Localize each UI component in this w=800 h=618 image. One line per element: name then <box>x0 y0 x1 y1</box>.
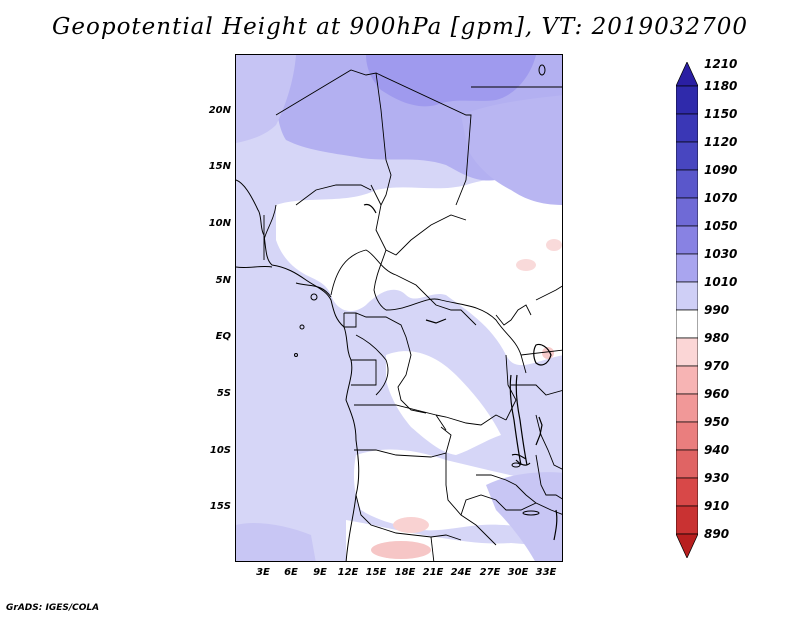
pink-patch-kalahari <box>393 517 429 533</box>
colorbar-swatch <box>676 477 698 507</box>
lat-label-5n: 5N <box>215 275 231 286</box>
coastline-west <box>236 179 360 561</box>
pink-patch-south <box>371 541 431 559</box>
lat-label-eq: EQ <box>215 331 231 342</box>
purple-region-nw <box>236 55 296 143</box>
colorbar-label: 910 <box>704 499 730 513</box>
lat-label-5s: 5S <box>216 388 231 399</box>
colorbar-label: 1210 <box>704 57 738 71</box>
colorbar-swatch <box>676 421 698 451</box>
colorbar-swatch <box>676 365 698 395</box>
colorbar-label: 930 <box>704 471 730 485</box>
purple-region-sahara <box>366 55 536 107</box>
colorbar-swatch <box>676 253 698 283</box>
colorbar-swatch <box>676 393 698 423</box>
colorbar-swatch <box>676 85 698 115</box>
white-region-central <box>276 173 562 365</box>
colorbar <box>676 62 698 558</box>
pink-patch-east <box>516 259 536 271</box>
country-borders <box>263 69 562 561</box>
lon-label-18e: 18E <box>394 567 416 578</box>
grads-credit: GrADS: IGES/COLA <box>6 603 100 613</box>
lat-label-10s: 10S <box>209 445 231 456</box>
map-canvas <box>236 55 562 561</box>
colorbar-label: 990 <box>704 303 730 317</box>
map-panel <box>235 54 563 562</box>
colorbar-label: 1050 <box>704 219 738 233</box>
lon-label-33e: 33E <box>535 567 557 578</box>
lat-label-20n: 20N <box>208 105 231 116</box>
colorbar-swatch <box>676 225 698 255</box>
lon-label-30e: 30E <box>507 567 529 578</box>
lavender-patch-sw <box>236 523 316 561</box>
map-title: Geopotential Height at 900hPa [gpm], VT:… <box>52 14 748 40</box>
lavender-patch-se <box>486 472 562 561</box>
colorbar-top-arrow <box>676 62 698 87</box>
colorbar-swatch <box>676 169 698 199</box>
colorbar-label: 890 <box>704 527 730 541</box>
lat-label-15s: 15S <box>209 501 231 512</box>
colorbar-swatch <box>676 449 698 479</box>
colorbar-label: 980 <box>704 331 730 345</box>
lon-label-27e: 27E <box>479 567 501 578</box>
colorbar-label: 1010 <box>704 275 738 289</box>
colorbar-swatch <box>676 281 698 311</box>
colorbar-label: 1070 <box>704 191 738 205</box>
colorbar-label: 1150 <box>704 107 738 121</box>
lat-label-15n: 15N <box>208 161 231 172</box>
colorbar-label: 940 <box>704 443 730 457</box>
purple-region-east <box>461 95 562 205</box>
lakes <box>363 203 558 541</box>
lon-label-21e: 21E <box>422 567 444 578</box>
lon-label-15e: 15E <box>365 567 387 578</box>
colorbar-swatch <box>676 197 698 227</box>
colorbar-bottom-arrow <box>676 533 698 558</box>
colorbar-label: 1120 <box>704 135 738 149</box>
lon-label-12e: 12E <box>337 567 359 578</box>
colorbar-swatch <box>676 141 698 171</box>
colorbar-label: 1180 <box>704 79 738 93</box>
islands <box>294 64 546 516</box>
colorbar-swatch <box>676 337 698 367</box>
colorbar-label: 950 <box>704 415 730 429</box>
lat-label-10n: 10N <box>208 218 231 229</box>
colorbar-label: 1030 <box>704 247 738 261</box>
colorbar-swatch <box>676 113 698 143</box>
pink-patch-ne <box>546 239 562 251</box>
colorbar-label: 970 <box>704 359 730 373</box>
white-region-congo <box>386 351 501 455</box>
colorbar-swatch <box>676 309 698 339</box>
colorbar-label: 960 <box>704 387 730 401</box>
lon-label-3e: 3E <box>256 567 270 578</box>
colorbar-label: 1090 <box>704 163 738 177</box>
lon-label-24e: 24E <box>450 567 472 578</box>
lon-label-6e: 6E <box>284 567 298 578</box>
colorbar-swatch <box>676 505 698 535</box>
coastline-gulf <box>236 265 332 298</box>
lon-label-9e: 9E <box>313 567 327 578</box>
